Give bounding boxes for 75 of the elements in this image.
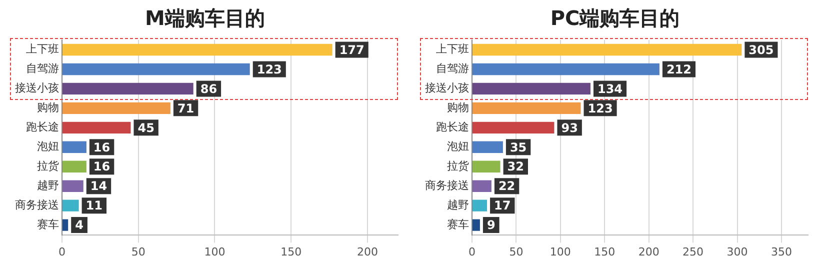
- bar: [472, 102, 581, 114]
- y-tick-label: 上下班: [26, 42, 59, 56]
- data-label: 93: [561, 120, 578, 135]
- bar: [472, 219, 480, 231]
- bar: [472, 141, 503, 153]
- data-label: 16: [93, 140, 110, 154]
- data-label: 123: [256, 62, 282, 76]
- data-label: 17: [494, 198, 511, 213]
- bar: [472, 200, 488, 212]
- x-tick-label: 0: [58, 245, 66, 258]
- bar: [472, 122, 554, 134]
- chart-title: PC端购车目的: [550, 6, 680, 30]
- y-tick-label: 越野: [447, 198, 469, 212]
- y-tick-label: 跑长途: [26, 120, 59, 134]
- bar: [62, 44, 332, 56]
- y-tick-label: 商务接送: [15, 198, 59, 212]
- bar: [62, 122, 131, 134]
- data-label: 35: [510, 140, 527, 154]
- bar: [62, 102, 170, 114]
- bar: [472, 44, 742, 56]
- bar: [472, 63, 660, 76]
- y-tick-label: 上下班: [436, 42, 469, 56]
- chart-title: M端购车目的: [145, 6, 265, 30]
- bar: [62, 63, 250, 76]
- bar: [472, 180, 492, 192]
- y-tick-label: 商务接送: [425, 178, 469, 192]
- x-tick-label: 200: [638, 245, 660, 258]
- x-tick-label: 150: [594, 245, 616, 258]
- data-label: 212: [666, 62, 692, 76]
- y-tick-label: 越野: [37, 178, 59, 192]
- y-tick-label: 购物: [37, 101, 59, 114]
- data-label: 16: [93, 160, 110, 174]
- bar: [62, 180, 84, 192]
- data-label: 305: [748, 42, 774, 57]
- data-label: 32: [507, 160, 524, 174]
- y-tick-label: 赛车: [37, 218, 59, 231]
- x-tick-label: 100: [550, 245, 571, 258]
- data-label: 177: [339, 42, 364, 57]
- x-tick-label: 50: [509, 245, 524, 258]
- x-tick-label: 250: [682, 245, 704, 258]
- bar: [62, 160, 86, 172]
- y-tick-label: 拉货: [37, 159, 59, 172]
- x-tick-label: 0: [468, 245, 476, 258]
- y-tick-label: 自驾游: [436, 62, 469, 76]
- data-label: 4: [75, 218, 84, 232]
- bar: [62, 141, 86, 153]
- y-tick-label: 赛车: [447, 218, 469, 231]
- x-tick-label: 150: [280, 245, 302, 258]
- data-label: 134: [597, 82, 623, 96]
- y-tick-label: 购物: [447, 101, 469, 114]
- bar: [472, 82, 590, 95]
- y-tick-label: 接送小孩: [15, 82, 59, 95]
- x-tick-label: 200: [356, 245, 378, 258]
- bar: [472, 160, 500, 172]
- data-label: 71: [177, 101, 194, 116]
- y-tick-label: 自驾游: [26, 62, 59, 76]
- x-tick-label: 300: [726, 245, 748, 258]
- data-label: 45: [138, 120, 154, 135]
- data-label: 123: [588, 101, 613, 116]
- y-tick-label: 接送小孩: [425, 82, 469, 95]
- bar: [62, 200, 79, 212]
- x-tick-label: 350: [770, 245, 792, 258]
- y-tick-label: 泡妞: [447, 140, 469, 153]
- x-tick-label: 100: [204, 245, 226, 258]
- bar: [62, 82, 194, 95]
- data-label: 14: [90, 179, 108, 194]
- y-tick-label: 跑长途: [436, 120, 469, 134]
- bar: [62, 219, 68, 231]
- data-label: 86: [200, 82, 218, 96]
- x-tick-label: 50: [131, 245, 146, 258]
- y-tick-label: 泡妞: [37, 140, 59, 153]
- data-label: 11: [86, 198, 103, 213]
- data-label: 9: [486, 218, 496, 232]
- y-tick-label: 拉货: [447, 159, 469, 172]
- data-label: 22: [498, 179, 516, 194]
